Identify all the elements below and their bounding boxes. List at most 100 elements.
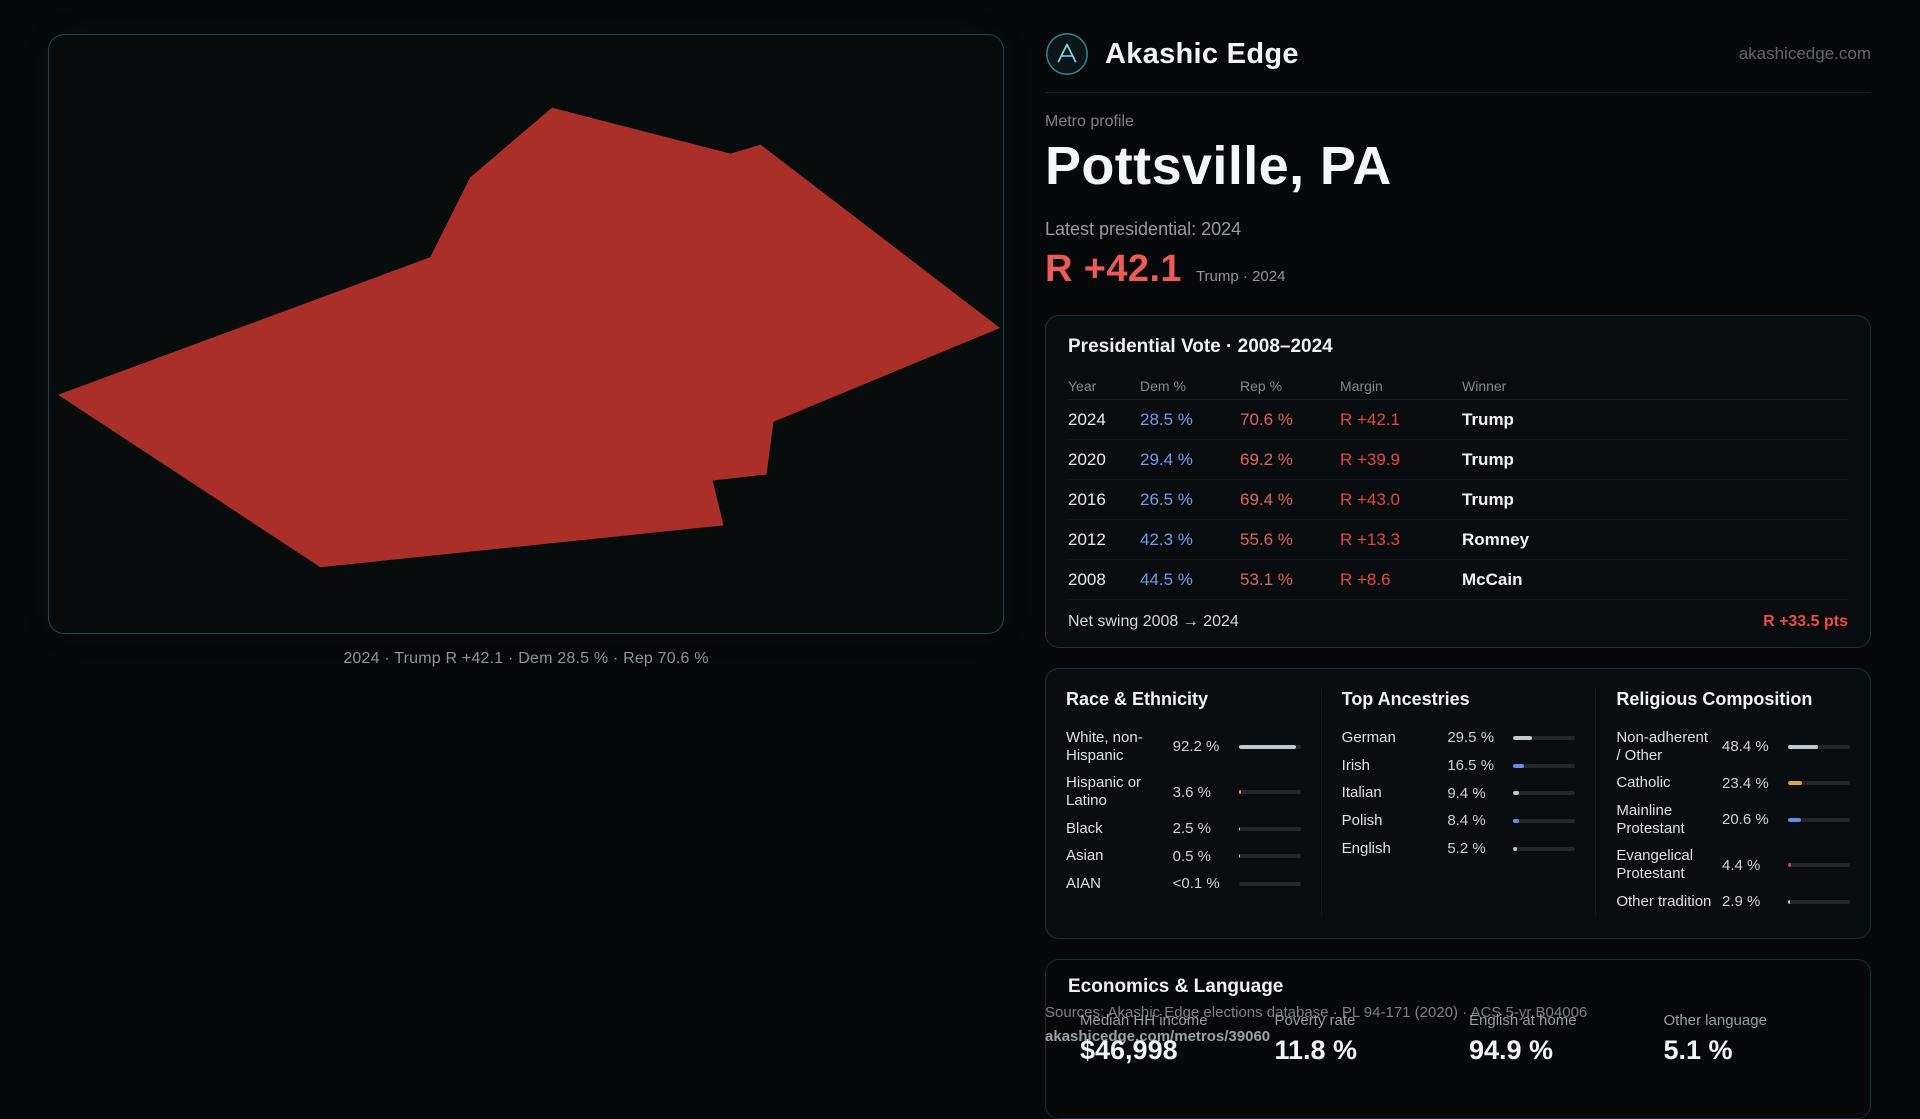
vote-cell-year: 2020 (1068, 449, 1106, 469)
presidential-vote-card: Presidential Vote · 2008–2024 Year Dem %… (1045, 315, 1871, 648)
demo-row: Hispanic or Latino 3.6 % (1066, 769, 1301, 814)
vote-cell-winner: Trump (1462, 489, 1514, 509)
vote-table-rows: 2024 28.5 % 70.6 % R +42.1 Trump 2020 29.4 % 69… (1068, 400, 1848, 600)
vote-cell-dem: 26.5 % (1140, 489, 1193, 509)
demo-bar (1787, 744, 1850, 749)
demo-value: 2.5 % (1172, 820, 1212, 838)
headline-margin-value: R +42.1 (1045, 248, 1182, 290)
vote-cell-dem: 28.5 % (1140, 409, 1193, 429)
page-title: Pottsville, PA (1045, 136, 1392, 196)
demo-value: 2.9 % (1721, 893, 1761, 911)
vote-row: 2008 44.5 % 53.1 % R +8.6 McCain (1068, 560, 1848, 600)
vote-cell-year: 2012 (1068, 529, 1106, 549)
vote-card-title: Presidential Vote · 2008–2024 (1068, 336, 1333, 357)
col-dem: Dem % (1140, 377, 1186, 394)
vote-row: 2020 29.4 % 69.2 % R +39.9 Trump (1068, 440, 1848, 480)
site-domain-link[interactable]: akashicedge.com (1738, 44, 1871, 63)
vote-cell-year: 2024 (1068, 409, 1106, 429)
stat-value: 5.1 % (1663, 1034, 1733, 1065)
demo-value: 20.6 % (1721, 811, 1769, 829)
demo-bar (1513, 818, 1576, 823)
stat-poverty-rate: Poverty rate 11.8 % (1275, 1012, 1460, 1066)
metro-profile-kicker: Metro profile (1045, 113, 1134, 130)
demo-label: Italian (1341, 784, 1382, 802)
stat-other-language: Other language 5.1 % (1664, 1012, 1849, 1066)
vote-cell-dem: 29.4 % (1140, 449, 1193, 469)
vote-cell-rep: 69.2 % (1240, 449, 1293, 469)
vote-cell-margin: R +43.0 (1340, 489, 1401, 509)
latest-presidential-label: Latest presidential: 2024 (1045, 219, 1242, 239)
demo-label: Polish (1341, 812, 1383, 830)
vote-row: 2016 26.5 % 69.4 % R +43.0 Trump (1068, 480, 1848, 520)
demo-row: English 5.2 % (1342, 835, 1576, 863)
demo-bar (1513, 735, 1576, 740)
site-header: Akashic Edge akashicedge.com (1045, 0, 1871, 93)
vote-cell-margin: R +39.9 (1340, 449, 1401, 469)
demo-value: 16.5 % (1447, 757, 1495, 775)
vote-cell-margin: R +13.3 (1340, 529, 1401, 549)
vote-table: Year Dem % Rep % Margin Winner 2024 28.5 … (1068, 372, 1848, 600)
demo-row: Evangelical Protestant 4.4 % (1616, 842, 1850, 887)
section-title: Race & Ethnicity (1066, 689, 1209, 709)
demo-label: Hispanic or Latino (1066, 774, 1142, 810)
demo-bar-fill (1787, 744, 1818, 749)
demo-label: AIAN (1066, 875, 1102, 893)
top-ancestries-section: Top Ancestries German 29.5 % Irish 16.5 % It… (1320, 689, 1596, 916)
site-name: Akashic Edge (1105, 37, 1299, 70)
demo-value: 29.5 % (1447, 729, 1495, 747)
demo-row: Irish 16.5 % (1342, 752, 1576, 780)
economics-language-card: Economics & Language Median HH income $4… (1045, 958, 1871, 1119)
demo-bar (1238, 744, 1301, 749)
demo-row: Non-adherent / Other 48.4 % (1616, 724, 1850, 769)
demo-bar-fill (1513, 791, 1520, 796)
stat-label: Median HH income (1080, 1011, 1208, 1029)
headline-margin-row: R +42.1 Trump · 2024 (1045, 248, 1871, 291)
demo-label: Black (1066, 819, 1103, 837)
right-column: Akashic Edge akashicedge.com Metro profi… (1045, 0, 1871, 1119)
demo-bar-fill (1513, 818, 1519, 823)
demo-label: White, non-Hispanic (1066, 729, 1143, 764)
demo-value: 48.4 % (1721, 738, 1769, 756)
race-ethnicity-section: Race & Ethnicity White, non-Hispanic 92.2… (1046, 689, 1321, 916)
col-rep: Rep % (1240, 377, 1283, 394)
demo-row: Catholic 23.4 % (1616, 769, 1850, 797)
demo-row: Mainline Protestant 20.6 % (1616, 797, 1850, 842)
demo-label: Other tradition (1616, 892, 1712, 910)
section-title: Top Ancestries (1341, 689, 1470, 709)
stat-label: Other language (1663, 1011, 1767, 1029)
stat-english-at-home: English at home 94.9 % (1469, 1012, 1654, 1066)
vote-table-header: Year Dem % Rep % Margin Winner (1068, 372, 1848, 400)
demo-bar (1513, 763, 1576, 768)
vote-cell-winner: McCain (1462, 569, 1523, 589)
demo-bar (1787, 863, 1850, 868)
vote-cell-rep: 70.6 % (1240, 409, 1293, 429)
demo-value: 8.4 % (1447, 812, 1486, 830)
vote-cell-margin: R +8.6 (1340, 569, 1391, 589)
demo-bar-fill (1787, 817, 1801, 822)
demo-label: Catholic (1616, 774, 1671, 792)
demo-value: 5.2 % (1447, 840, 1486, 858)
demo-row: White, non-Hispanic 92.2 % (1066, 724, 1301, 769)
col-year: Year (1068, 377, 1097, 394)
demo-bar (1513, 846, 1576, 851)
demo-bar-fill (1513, 735, 1532, 740)
section-title: Religious Composition (1616, 689, 1813, 709)
map-caption: 2024 · Trump R +42.1 · Dem 28.5 % · Rep … (343, 650, 709, 667)
demo-row: Black 2.5 % (1066, 815, 1301, 843)
demo-bar (1238, 790, 1301, 795)
akashic-logo-icon[interactable] (1045, 32, 1089, 76)
demo-row: Other tradition 2.9 % (1616, 888, 1850, 916)
demo-bar (1787, 781, 1850, 786)
permalink-link[interactable]: akashicedge.com/metros/39060 (1045, 1028, 1271, 1045)
demo-bar-fill (1513, 846, 1517, 851)
demo-bar (1787, 899, 1850, 904)
stat-label: Poverty rate (1274, 1011, 1356, 1029)
vote-cell-dem: 44.5 % (1140, 569, 1193, 589)
map-panel (48, 34, 1004, 634)
vote-cell-margin: R +42.1 (1340, 409, 1401, 429)
demo-bar-fill (1238, 744, 1296, 749)
col-margin: Margin (1340, 377, 1383, 394)
demo-value: 3.6 % (1172, 783, 1212, 801)
demo-value: 23.4 % (1721, 774, 1769, 792)
page-footer: Sources: Akashic Edge elections database… (1045, 1004, 1871, 1045)
